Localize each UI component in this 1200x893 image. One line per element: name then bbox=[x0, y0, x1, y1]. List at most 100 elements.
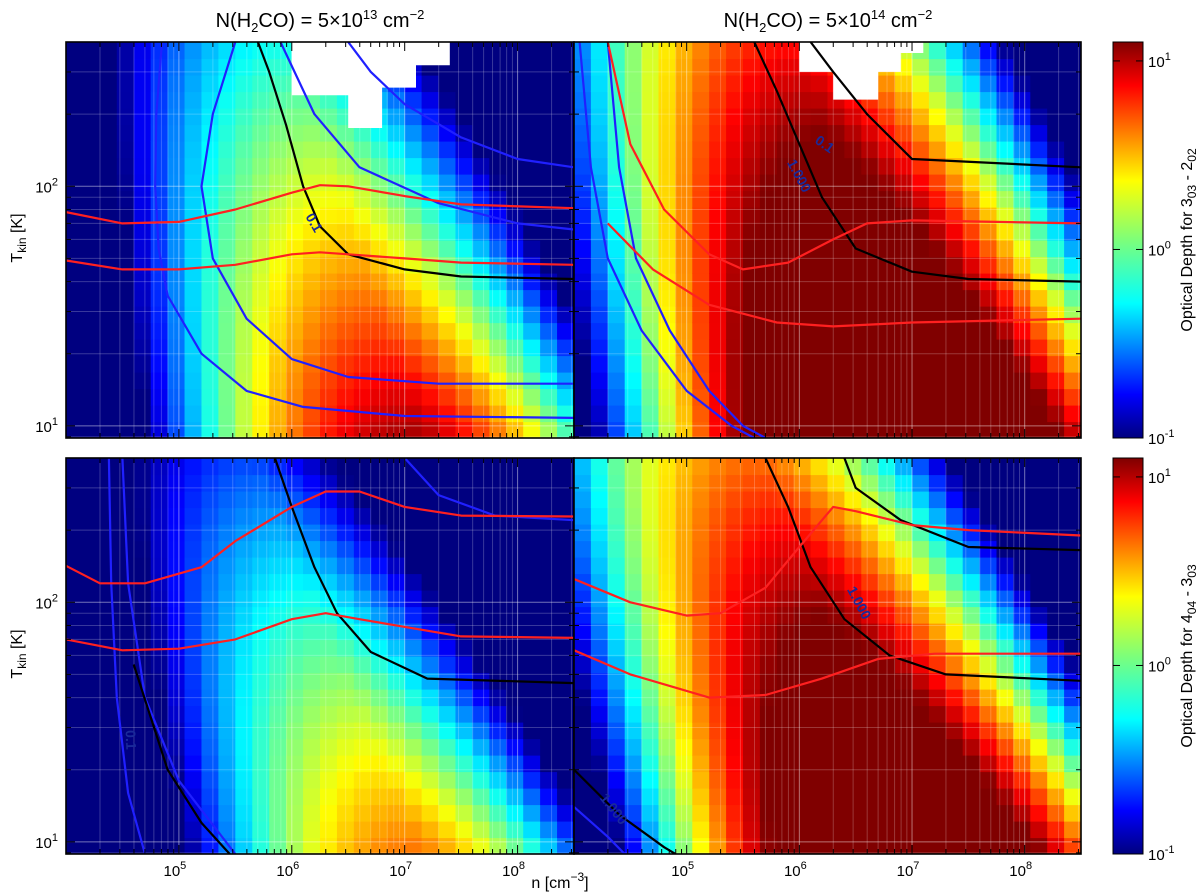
heatmap-cell bbox=[743, 207, 761, 225]
heatmap-cell bbox=[557, 722, 574, 740]
heatmap-cell bbox=[99, 322, 118, 340]
heatmap-cell bbox=[167, 256, 186, 274]
heatmap-cell bbox=[1064, 821, 1081, 839]
heatmap-cell bbox=[167, 738, 186, 756]
heatmap-cell bbox=[167, 524, 186, 542]
heatmap-cell bbox=[540, 557, 558, 575]
heatmap-cell bbox=[540, 837, 558, 854]
heatmap-cell bbox=[590, 355, 609, 373]
heatmap-cell bbox=[455, 606, 473, 624]
heatmap-cell bbox=[776, 474, 795, 492]
heatmap-cell bbox=[506, 804, 524, 822]
heatmap-cell bbox=[506, 124, 524, 142]
heatmap-cell bbox=[218, 656, 236, 674]
heatmap-cell bbox=[692, 524, 710, 542]
heatmap-cell bbox=[201, 755, 219, 773]
heatmap-cell bbox=[353, 639, 372, 657]
heatmap-cell bbox=[184, 738, 203, 756]
heatmap-cell bbox=[99, 289, 118, 307]
heatmap-cell bbox=[962, 540, 981, 558]
heatmap-cell bbox=[167, 42, 186, 60]
heatmap-cell bbox=[82, 738, 101, 756]
heatmap-cell bbox=[607, 755, 626, 773]
heatmap-cell bbox=[607, 42, 626, 60]
heatmap-cell bbox=[624, 322, 643, 340]
heatmap-cell bbox=[370, 590, 389, 608]
heatmap-cell bbox=[844, 755, 862, 773]
heatmap-cell bbox=[709, 157, 727, 175]
heatmap-cell bbox=[912, 58, 930, 76]
heatmap-cell bbox=[996, 623, 1014, 641]
heatmap-cell bbox=[387, 705, 406, 723]
heatmap-cell bbox=[252, 672, 270, 690]
heatmap-cell bbox=[540, 821, 558, 839]
heatmap-cell bbox=[1030, 738, 1048, 756]
heatmap-cell bbox=[116, 306, 135, 324]
heatmap-cell bbox=[150, 606, 169, 624]
heatmap-cell bbox=[506, 405, 524, 423]
heatmap-cell bbox=[759, 606, 778, 624]
heatmap-cell bbox=[607, 722, 626, 740]
heatmap-cell bbox=[252, 273, 270, 291]
heatmap-cell bbox=[184, 540, 203, 558]
heatmap-cell bbox=[82, 91, 101, 109]
heatmap-cell bbox=[320, 771, 338, 789]
heatmap-cell bbox=[286, 755, 304, 773]
heatmap-cell bbox=[252, 421, 270, 438]
heatmap-cell bbox=[1030, 256, 1048, 274]
heatmap-cell bbox=[962, 207, 981, 225]
heatmap-cell bbox=[726, 474, 744, 492]
heatmap-cell bbox=[455, 722, 473, 740]
heatmap-cell bbox=[184, 771, 203, 789]
heatmap-cell bbox=[438, 590, 457, 608]
heatmap-cell bbox=[726, 223, 744, 241]
heatmap-cell bbox=[574, 421, 592, 438]
heatmap-cell bbox=[1013, 771, 1031, 789]
heatmap-cell bbox=[810, 623, 829, 641]
heatmap-cell bbox=[844, 804, 862, 822]
heatmap-cell bbox=[320, 722, 338, 740]
heatmap-cell bbox=[979, 623, 998, 641]
heatmap-cell bbox=[82, 405, 101, 423]
heatmap-cell bbox=[336, 689, 355, 707]
heatmap-cell bbox=[1047, 573, 1065, 591]
heatmap-cell bbox=[844, 573, 862, 591]
heatmap-cell bbox=[286, 821, 304, 839]
heatmap-cell bbox=[878, 157, 896, 175]
heatmap-cell bbox=[404, 355, 423, 373]
heatmap-cell bbox=[945, 75, 964, 93]
heatmap-cell bbox=[776, 207, 795, 225]
heatmap-cell bbox=[133, 58, 152, 76]
heatmap-cell bbox=[116, 491, 135, 509]
heatmap-cell bbox=[861, 273, 879, 291]
heatmap-cell bbox=[167, 590, 186, 608]
heatmap-cell bbox=[709, 421, 727, 438]
heatmap-cell bbox=[523, 339, 541, 357]
heatmap-cell bbox=[776, 804, 795, 822]
heatmap-cell bbox=[421, 372, 440, 390]
heatmap-cell bbox=[743, 788, 761, 806]
heatmap-cell bbox=[658, 58, 676, 76]
heatmap-cell bbox=[996, 771, 1014, 789]
heatmap-cell bbox=[82, 788, 101, 806]
heatmap-cell bbox=[320, 672, 338, 690]
heatmap-cell bbox=[523, 606, 541, 624]
heatmap-cell bbox=[743, 322, 761, 340]
heatmap-cell bbox=[150, 524, 169, 542]
heatmap-cell bbox=[506, 705, 524, 723]
heatmap-cell bbox=[861, 755, 879, 773]
heatmap-cell bbox=[675, 405, 693, 423]
heatmap-cell bbox=[1013, 705, 1031, 723]
heatmap-cell bbox=[150, 91, 169, 109]
heatmap-cell bbox=[1064, 689, 1081, 707]
heatmap-cell bbox=[557, 58, 574, 76]
heatmap-cell bbox=[184, 174, 203, 192]
heatmap-cell bbox=[1047, 240, 1065, 258]
contour-line-red bbox=[574, 505, 1081, 617]
heatmap-cell bbox=[167, 623, 186, 641]
heatmap-cell bbox=[759, 388, 778, 406]
heatmap-cell bbox=[252, 573, 270, 591]
